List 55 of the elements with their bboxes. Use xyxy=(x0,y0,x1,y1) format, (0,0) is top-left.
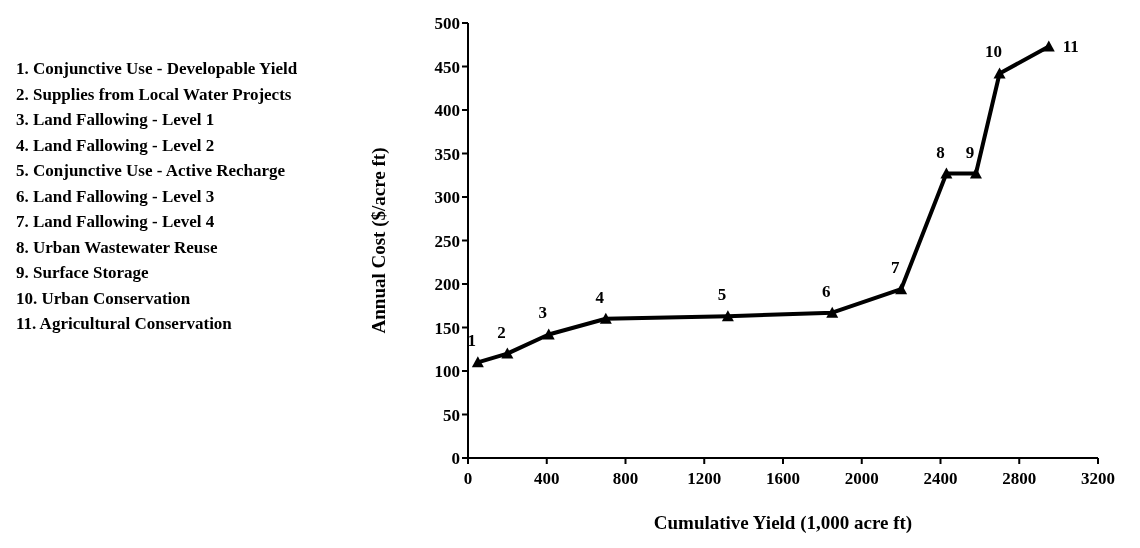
point xyxy=(969,167,982,179)
x-tick-label: 400 xyxy=(534,469,560,489)
y-tick-label: 150 xyxy=(434,318,460,338)
y-tick-label: 100 xyxy=(434,362,460,382)
text: 10. Urban Conservation xyxy=(16,287,192,310)
annotation: 1 xyxy=(467,331,477,351)
text: 4. Land Fallowing - Level 2 xyxy=(16,134,216,157)
text: 3. Land Fallowing - Level 1 xyxy=(16,109,216,131)
y-tick-label: 50 xyxy=(443,405,460,425)
y-tick-label: 400 xyxy=(434,101,460,121)
text: 6. Land Fallowing - Level 3 xyxy=(16,185,216,208)
text: 8. Urban Wastewater Reuse xyxy=(16,236,219,259)
text: 11. Agricultural Conservation xyxy=(16,313,233,335)
y-tick-label: 500 xyxy=(434,14,460,34)
text: 2. Supplies from Local Water Projects xyxy=(16,83,293,106)
point xyxy=(895,283,908,295)
x-tick-label: 3200 xyxy=(1081,469,1115,489)
point xyxy=(826,306,839,318)
point xyxy=(721,310,734,322)
x-tick-label: 1200 xyxy=(687,469,722,489)
text: 5. Conjunctive Use - Active Recharge xyxy=(16,160,287,182)
annotation: 8 xyxy=(936,142,945,162)
annotation: 5 xyxy=(717,285,727,305)
x-tick-label: 2000 xyxy=(844,469,879,489)
x-tick-label: 1600 xyxy=(766,469,800,489)
y-tick-label: 200 xyxy=(434,275,460,295)
x-tick-label: 0 xyxy=(463,469,473,489)
annotation: 3 xyxy=(538,303,547,323)
annotation: 2 xyxy=(497,322,506,342)
point xyxy=(1042,40,1055,52)
annotation: 11 xyxy=(1062,37,1079,57)
point xyxy=(940,167,953,179)
y-tick-label: 250 xyxy=(434,231,460,251)
x-tick-label: 2400 xyxy=(923,469,958,489)
annotation: 6 xyxy=(821,281,831,301)
text: 7. Land Fallowing - Level 4 xyxy=(16,211,216,233)
x-axis-title: Cumulative Yield (1,000 acre ft) xyxy=(653,512,913,534)
text: 1. Conjunctive Use - Developable Yield xyxy=(16,58,298,80)
point xyxy=(599,312,612,324)
y-tick-label: 350 xyxy=(434,144,460,164)
annotation: 10 xyxy=(985,42,1003,62)
point xyxy=(471,356,484,368)
point xyxy=(993,67,1006,79)
y-tick-label: 0 xyxy=(451,449,460,469)
text: 9. Surface Storage xyxy=(16,262,150,284)
x-tick-label: 2800 xyxy=(1002,469,1037,489)
point xyxy=(542,328,555,340)
annotation: 9 xyxy=(965,142,975,162)
y-tick-label: 450 xyxy=(434,57,460,77)
x-tick-label: 800 xyxy=(612,469,639,489)
y-tick-label: 300 xyxy=(434,188,460,208)
annotation: 4 xyxy=(595,287,605,307)
y-axis-title: Annual Cost ($/acre ft) xyxy=(367,147,390,334)
point xyxy=(501,347,514,359)
annotation: 7 xyxy=(890,258,900,278)
